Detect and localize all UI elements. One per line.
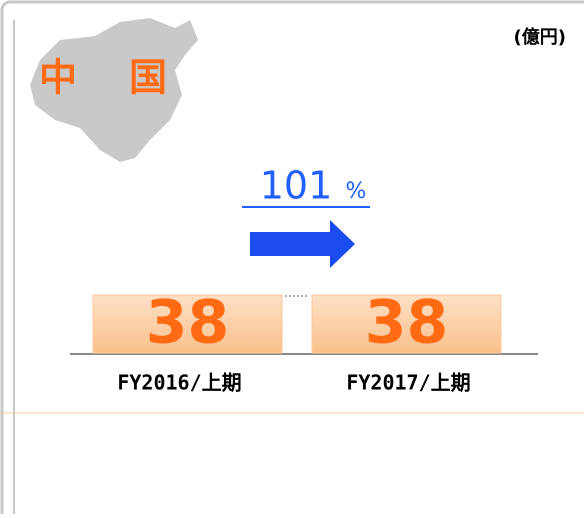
bar [311, 294, 502, 354]
growth-unit: % [346, 179, 367, 204]
unit: (億円) [514, 26, 566, 48]
map [30, 18, 198, 162]
value-label: 38 [146, 288, 230, 358]
bar [92, 294, 283, 354]
region-char: 中 [39, 56, 77, 100]
value-label: 38 [365, 288, 449, 358]
category-label: FY2016/上期 [117, 371, 241, 395]
region-char: 国 [129, 56, 167, 100]
growth: 101 [260, 164, 333, 208]
category-label: FY2017/上期 [346, 371, 470, 395]
arrow [250, 220, 355, 268]
